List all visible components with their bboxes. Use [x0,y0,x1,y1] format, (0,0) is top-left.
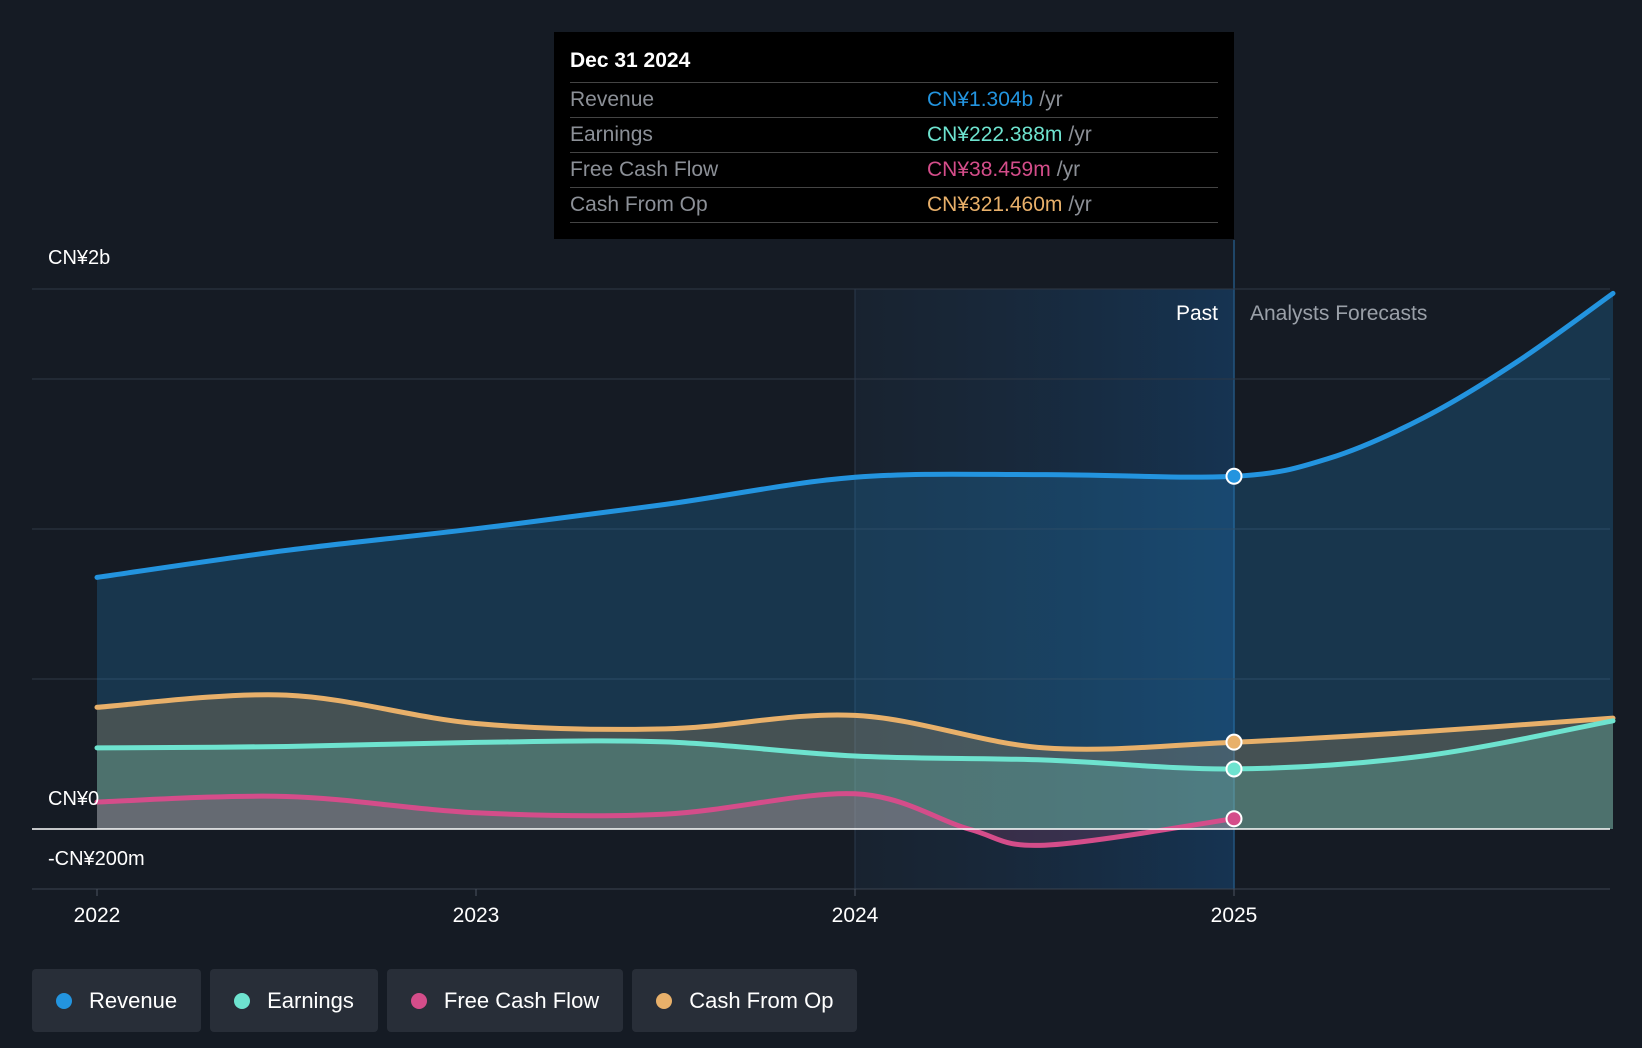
earnings-dot-icon [234,992,251,1009]
legend-item-free-cash-flow[interactable]: Free Cash Flow [386,969,624,1032]
tooltip-unit: /yr [1068,123,1092,146]
tooltip-value: CN¥321.460m [927,193,1063,216]
x-tick-label: 2023 [453,904,500,927]
legend-item-revenue[interactable]: Revenue [32,969,202,1032]
past-label: Past [1176,302,1218,325]
tooltip-value: CN¥38.459m [927,158,1051,181]
tooltip-row-earnings: Earnings CN¥222.388m /yr [570,118,1218,153]
cash-from-op-marker [1225,733,1243,751]
revenue-marker [1225,467,1243,485]
legend-item-earnings[interactable]: Earnings [210,969,378,1032]
tooltip-label: Cash From Op [570,193,708,216]
tooltip-label: Earnings [570,123,653,146]
forecast-label: Analysts Forecasts [1250,302,1427,325]
tooltip-row-cash-from-op: Cash From Op CN¥321.460m /yr [570,188,1218,223]
earnings-line [94,718,1616,772]
tooltip-date: Dec 31 2024 [570,46,1218,83]
legend-label: Revenue [89,987,178,1013]
y-axis-label: CN¥2b [48,247,110,269]
free-cash-flow-marker [1225,810,1243,828]
legend-label: Earnings [267,987,354,1013]
y-axis-label: CN¥0 [48,788,99,810]
legend-label: Cash From Op [689,987,834,1013]
revenue-area [97,293,1613,829]
free-cash-flow-line [94,791,1237,848]
x-tick-label: 2022 [74,904,121,927]
tooltip-row-free-cash-flow: Free Cash Flow CN¥38.459m /yr [570,153,1218,188]
tooltip-label: Revenue [570,88,655,111]
revenue-line [94,290,1616,580]
cash-from-op-area [97,694,1613,829]
legend: Revenue Earnings Free Cash Flow Cash Fro… [32,969,858,1032]
earnings-marker [1225,760,1243,778]
tooltip: Dec 31 2024 Revenue CN¥1.304b /yr Earnin… [554,32,1234,239]
revenue-dot-icon [56,992,72,1009]
tooltip-unit: /yr [1068,193,1092,216]
earnings-area [97,720,1613,829]
legend-label: Free Cash Flow [443,987,600,1013]
tooltip-value: CN¥1.304b [927,88,1034,111]
tooltip-label: Free Cash Flow [570,158,719,181]
x-tick-label: 2024 [832,904,879,927]
tooltip-unit: /yr [1056,158,1081,181]
tooltip-unit: /yr [1039,88,1063,111]
tooltip-row-revenue: Revenue CN¥1.304b /yr [570,83,1218,118]
cash-from-op-dot-icon [656,992,673,1009]
tooltip-value: CN¥222.388m [927,123,1063,146]
legend-item-cash-from-op[interactable]: Cash From Op [632,969,858,1032]
free-cash-flow-dot-icon [410,992,427,1009]
past-highlight-band [855,289,1234,889]
y-axis-label: -CN¥200m [48,848,145,870]
cash-from-op-line [94,692,1616,752]
x-tick-label: 2025 [1211,904,1258,927]
